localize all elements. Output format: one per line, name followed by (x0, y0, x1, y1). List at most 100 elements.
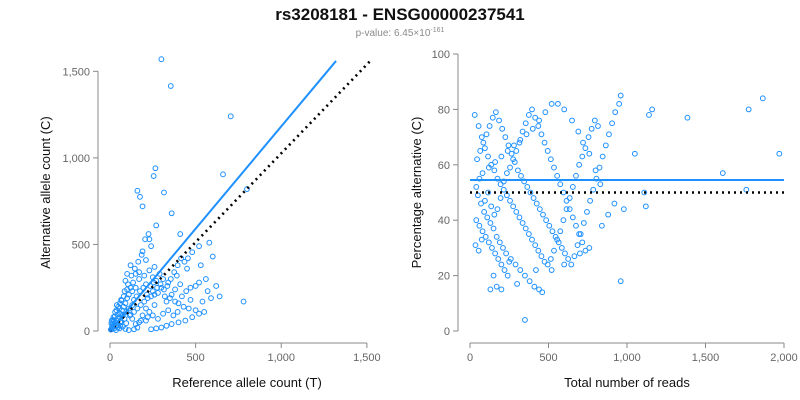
allele-data-point (179, 293, 185, 300)
allele-data-point (152, 165, 159, 172)
percent-y-tick-label: 20 (438, 271, 450, 283)
allele-data-point (125, 327, 132, 334)
percent-data-point (495, 256, 502, 262)
allele-data-point (157, 281, 164, 288)
allele-y-axis-title: Alternative allele count (C) (38, 116, 53, 268)
p-value-prefix: p-value: 6.45×10 (356, 28, 431, 39)
allele-data-point (150, 173, 157, 179)
percent-data-point (576, 161, 583, 168)
allele-data-point (139, 248, 146, 255)
percent-x-tick-label: 500 (539, 352, 557, 364)
percent-data-point (542, 109, 549, 116)
percent-x-tick-label: 1,500 (692, 352, 720, 364)
percent-data-point (561, 261, 568, 268)
percent-data-point (523, 131, 530, 138)
percent-data-point (616, 100, 623, 107)
allele-data-point (164, 283, 171, 289)
allele-data-point (220, 171, 226, 178)
percent-data-point (483, 131, 490, 138)
percent-data-point (513, 148, 520, 154)
percent-data-point (547, 156, 554, 163)
percent-data-point (507, 256, 514, 262)
allele-reference-line (109, 60, 372, 332)
allele-data-point (146, 309, 153, 315)
percent-data-point (555, 100, 561, 107)
percent-data-point (516, 139, 523, 146)
percent-data-point (482, 197, 488, 204)
allele-x-axis-title: Reference allele count (T) (172, 375, 322, 390)
chart-subtitle: p-value: 6.45×10-161 (356, 27, 445, 39)
allele-data-point (167, 276, 174, 282)
allele-data-point (153, 325, 160, 332)
allele-data-point (181, 258, 188, 265)
allele-data-point (227, 113, 234, 120)
percent-data-point (524, 184, 531, 190)
allele-x-tick-label: 0 (107, 352, 113, 364)
percent-data-point (586, 150, 593, 157)
percent-data-point (611, 200, 618, 207)
percent-data-point (584, 208, 590, 215)
allele-data-point (206, 239, 213, 246)
percent-data-point (492, 159, 499, 165)
percent-data-point (517, 267, 524, 273)
allele-data-point (114, 324, 121, 331)
allele-data-point (187, 284, 194, 291)
percent-data-point (489, 114, 496, 121)
allele-data-point (208, 295, 214, 302)
percent-data-point (540, 211, 546, 218)
percent-data-point (563, 206, 570, 213)
allele-data-point (130, 279, 137, 286)
allele-data-point (151, 302, 158, 308)
percent-data-point (617, 278, 624, 285)
percent-data-point (504, 272, 511, 279)
percent-data-point (579, 239, 586, 246)
allele-data-point (155, 315, 161, 322)
percent-data-point (529, 106, 535, 113)
allele-data-point (197, 262, 204, 269)
allele-data-point (149, 312, 156, 319)
chart-title: rs3208181 - ENSG00000237541 (275, 5, 525, 24)
percent-data-point (479, 228, 486, 235)
percent-data-point (587, 197, 594, 204)
percent-data-point (719, 170, 726, 177)
percent-data-point (548, 267, 555, 273)
percent-data-point (555, 239, 562, 246)
percent-data-point (569, 117, 575, 124)
percent-data-point (596, 164, 603, 171)
percent-data-point (530, 195, 537, 201)
percent-data-point (473, 184, 480, 190)
percent-data-point (532, 242, 539, 249)
allele-data-point (196, 310, 202, 317)
allele-data-point (123, 309, 130, 315)
allele-x-tick-label: 500 (186, 352, 204, 364)
percent-data-point (535, 123, 542, 129)
percent-data-point (606, 131, 612, 138)
allele-data-point (244, 186, 250, 192)
allele-data-point (148, 326, 155, 333)
percent-data-point (484, 214, 491, 221)
percent-data-point (642, 203, 649, 210)
allele-x-tick-label: 1,500 (353, 352, 381, 364)
percent-data-point (612, 109, 619, 116)
percent-data-point (479, 170, 486, 177)
percent-data-point (548, 100, 555, 107)
percent-data-point (510, 203, 517, 210)
percent-data-point (563, 197, 570, 204)
allele-data-point (213, 283, 220, 289)
allele-data-point (145, 231, 152, 237)
allele-data-point (180, 303, 187, 310)
percent-y-tick-label: 60 (438, 160, 450, 172)
allele-data-point (131, 265, 138, 272)
percent-data-point (517, 136, 524, 143)
percent-data-point (591, 117, 598, 124)
percent-data-point (593, 175, 600, 182)
percent-data-point (605, 211, 612, 218)
percent-data-point (641, 189, 648, 196)
allele-data-point (177, 231, 184, 237)
percent-data-point (560, 217, 567, 224)
allele-data-point (119, 313, 125, 320)
percent-data-point (486, 123, 493, 129)
allele-data-point (122, 277, 129, 284)
allele-data-point (137, 317, 144, 324)
percent-data-point (536, 206, 543, 213)
